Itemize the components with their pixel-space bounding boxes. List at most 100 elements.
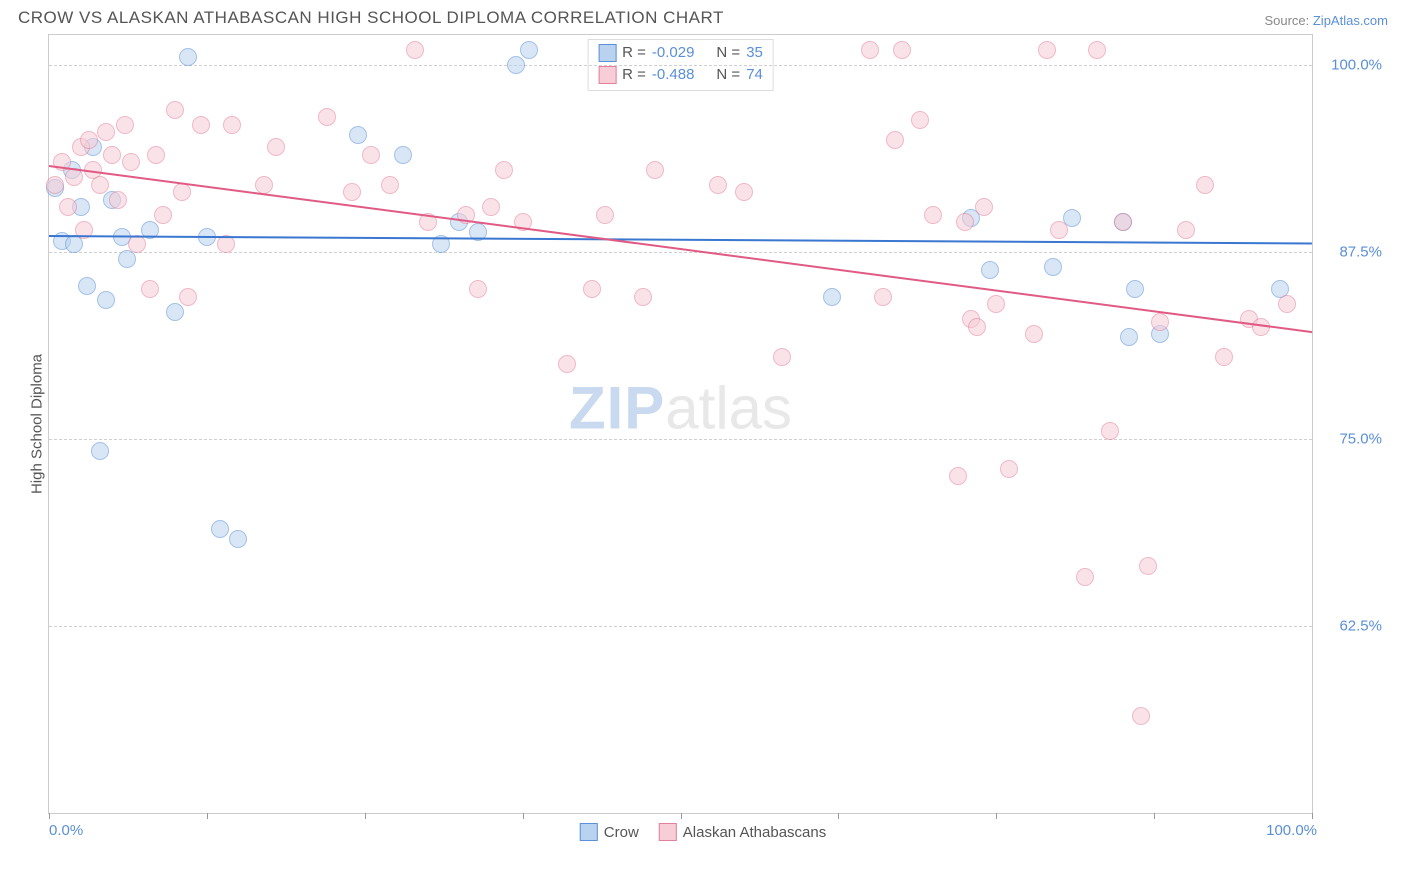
- data-point: [217, 235, 235, 253]
- data-point: [65, 235, 83, 253]
- data-point: [823, 288, 841, 306]
- legend-label: Crow: [604, 824, 639, 841]
- data-point: [91, 442, 109, 460]
- data-point: [166, 303, 184, 321]
- legend-swatch: [580, 823, 598, 841]
- stats-row: R =-0.029N =35: [598, 42, 763, 64]
- y-tick-label: 62.5%: [1322, 617, 1382, 634]
- data-point: [80, 131, 98, 149]
- data-point: [596, 206, 614, 224]
- trend-line: [49, 165, 1312, 333]
- data-point: [709, 176, 727, 194]
- n-value: 74: [746, 64, 763, 86]
- n-value: 35: [746, 42, 763, 64]
- r-value: -0.488: [652, 64, 695, 86]
- y-tick-label: 100.0%: [1322, 56, 1382, 73]
- series-swatch: [598, 66, 616, 84]
- data-point: [1215, 348, 1233, 366]
- x-tick: [523, 813, 524, 819]
- x-tick: [49, 813, 50, 819]
- data-point: [211, 520, 229, 538]
- data-point: [874, 288, 892, 306]
- data-point: [179, 288, 197, 306]
- watermark-part2: atlas: [665, 375, 792, 442]
- data-point: [255, 176, 273, 194]
- data-point: [349, 126, 367, 144]
- r-value: -0.029: [652, 42, 695, 64]
- data-point: [583, 280, 601, 298]
- data-point: [956, 213, 974, 231]
- gridline: [49, 65, 1312, 66]
- data-point: [495, 161, 513, 179]
- data-point: [1132, 707, 1150, 725]
- x-tick: [1312, 813, 1313, 819]
- data-point: [1101, 422, 1119, 440]
- data-point: [1126, 280, 1144, 298]
- data-point: [116, 116, 134, 134]
- y-tick-label: 87.5%: [1322, 243, 1382, 260]
- legend-item: Alaskan Athabascans: [659, 823, 826, 841]
- data-point: [97, 123, 115, 141]
- data-point: [1044, 258, 1062, 276]
- data-point: [886, 131, 904, 149]
- data-point: [975, 198, 993, 216]
- data-point: [1038, 41, 1056, 59]
- series-legend: Crow Alaskan Athabascans: [580, 820, 826, 844]
- x-tick: [1154, 813, 1155, 819]
- gridline: [49, 252, 1312, 253]
- data-point: [968, 318, 986, 336]
- data-point: [179, 48, 197, 66]
- data-point: [861, 41, 879, 59]
- data-point: [128, 235, 146, 253]
- chart-title: CROW VS ALASKAN ATHABASCAN HIGH SCHOOL D…: [18, 8, 724, 28]
- data-point: [59, 198, 77, 216]
- data-point: [122, 153, 140, 171]
- x-tick-label: 100.0%: [1262, 822, 1317, 839]
- data-point: [318, 108, 336, 126]
- data-point: [1088, 41, 1106, 59]
- data-point: [381, 176, 399, 194]
- source-attribution: Source: ZipAtlas.com: [1264, 13, 1388, 28]
- data-point: [507, 56, 525, 74]
- x-tick: [838, 813, 839, 819]
- scatter-plot-area: High School Diploma ZIPatlas R =-0.029N …: [48, 34, 1313, 814]
- data-point: [646, 161, 664, 179]
- data-point: [981, 261, 999, 279]
- data-point: [893, 41, 911, 59]
- data-point: [1025, 325, 1043, 343]
- data-point: [91, 176, 109, 194]
- data-point: [97, 291, 115, 309]
- watermark: ZIPatlas: [569, 374, 792, 443]
- data-point: [469, 280, 487, 298]
- trend-line: [49, 235, 1312, 244]
- legend-swatch: [659, 823, 677, 841]
- x-tick: [996, 813, 997, 819]
- source-link[interactable]: ZipAtlas.com: [1313, 13, 1388, 28]
- data-point: [406, 41, 424, 59]
- data-point: [192, 116, 210, 134]
- data-point: [1000, 460, 1018, 478]
- data-point: [1177, 221, 1195, 239]
- data-point: [949, 467, 967, 485]
- stats-row: R =-0.488N =74: [598, 64, 763, 86]
- y-tick-label: 75.0%: [1322, 430, 1382, 447]
- data-point: [558, 355, 576, 373]
- data-point: [109, 191, 127, 209]
- data-point: [1114, 213, 1132, 231]
- data-point: [141, 280, 159, 298]
- data-point: [394, 146, 412, 164]
- data-point: [46, 176, 64, 194]
- data-point: [154, 206, 172, 224]
- data-point: [173, 183, 191, 201]
- y-axis-label: High School Diploma: [29, 354, 46, 494]
- data-point: [103, 146, 121, 164]
- legend-item: Crow: [580, 823, 639, 841]
- n-label: N =: [716, 42, 740, 64]
- data-point: [343, 183, 361, 201]
- data-point: [1151, 313, 1169, 331]
- x-tick: [365, 813, 366, 819]
- data-point: [166, 101, 184, 119]
- data-point: [147, 146, 165, 164]
- data-point: [634, 288, 652, 306]
- data-point: [223, 116, 241, 134]
